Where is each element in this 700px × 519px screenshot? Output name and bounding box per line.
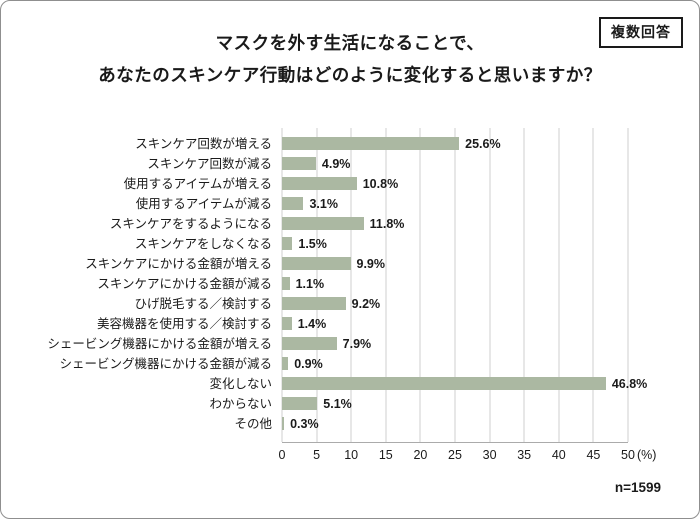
bar-row: 4.9% — [282, 154, 628, 174]
category-label: わからない — [209, 396, 272, 411]
bar-row: 25.6% — [282, 134, 628, 154]
bar — [282, 297, 346, 311]
gridline — [385, 127, 387, 442]
chart-title-line2: あなたのスキンケア行動はどのように変化すると思いますか？ — [98, 65, 602, 86]
value-label: 46.8% — [611, 376, 648, 391]
sample-size: n=1599 — [614, 479, 661, 495]
bar — [282, 317, 292, 331]
value-label: 7.9% — [342, 336, 372, 351]
bar-rows: 25.6% 4.9% 10.8% 3.1% 11.8% 1.5% 9.9% 1.1% 9.2% 1… — [282, 128, 647, 442]
plot-wrap: 25.6% 4.9% 10.8% 3.1% 11.8% 1.5% 9.9% 1.1% 9.2% 1… — [278, 127, 657, 466]
bar — [282, 377, 606, 391]
tick-label: 50 — [621, 447, 635, 462]
plot-area: 25.6% 4.9% 10.8% 3.1% 11.8% 1.5% 9.9% 1.1% 9.2% 1… — [281, 127, 647, 443]
bar — [282, 357, 289, 371]
category-label: シェービング機器にかける金額が減る — [59, 356, 272, 371]
category-label: スキンケア回数が増える — [135, 136, 272, 151]
multiple-answer-badge: 複数回答 — [599, 17, 683, 48]
bar — [282, 157, 316, 171]
tick-label: 40 — [551, 447, 566, 462]
bar-row: 11.8% — [282, 214, 628, 234]
bar-row: 1.5% — [282, 234, 628, 254]
bar — [282, 197, 304, 211]
value-label: 0.9% — [294, 356, 323, 371]
x-axis-ticks: (%) 0 5 10 15 20 25 30 35 40 45 50 — [278, 447, 657, 466]
bar-row: 1.1% — [282, 274, 628, 294]
gridline — [419, 127, 421, 442]
tick-label: 0 — [278, 447, 286, 462]
bar-chart: スキンケア回数が増えるスキンケア回数が減る使用するアイテムが増える使用するアイテ… — [15, 127, 699, 466]
bar-row: 9.2% — [282, 294, 628, 314]
category-label: スキンケア回数が減る — [147, 156, 272, 171]
gridline — [489, 127, 491, 442]
bar-row: 9.9% — [282, 254, 628, 274]
tick-label: 20 — [413, 447, 428, 462]
bar — [282, 257, 351, 271]
bar-row: 0.3% — [282, 414, 628, 434]
bar-row: 5.1% — [282, 394, 628, 414]
category-label: 変化しない — [209, 376, 272, 391]
value-label: 1.1% — [295, 276, 325, 291]
axis-unit-label: (%) — [637, 447, 657, 462]
value-label: 3.1% — [309, 196, 338, 211]
chart-title-line1: マスクを外す生活になることで、 — [215, 33, 485, 53]
value-label: 11.8% — [369, 216, 405, 231]
category-label: その他 — [234, 416, 272, 431]
bar-row: 0.9% — [282, 354, 628, 374]
bar — [282, 337, 337, 351]
category-label: 使用するアイテムが増える — [123, 176, 272, 191]
tick-label: 10 — [344, 447, 359, 462]
value-label: 9.2% — [351, 296, 381, 311]
value-label: 25.6% — [465, 136, 501, 151]
gridline — [627, 127, 629, 442]
bar — [282, 277, 290, 291]
value-label: 10.8% — [362, 176, 399, 191]
category-label: シェービング機器にかける金額が増える — [47, 336, 272, 351]
tick-label: 5 — [313, 447, 321, 462]
value-label: 4.9% — [321, 156, 351, 171]
bar — [282, 417, 285, 431]
value-label: 9.9% — [356, 256, 386, 271]
gridline — [316, 127, 318, 442]
gridline — [592, 127, 594, 442]
bar — [282, 217, 364, 231]
bar-row: 46.8% — [282, 374, 647, 394]
tick-label: 15 — [378, 447, 393, 462]
tick-label: 45 — [586, 447, 601, 462]
value-label: 1.4% — [297, 316, 327, 331]
bar-row: 10.8% — [282, 174, 628, 194]
value-label: 1.5% — [298, 236, 327, 251]
bar — [282, 137, 460, 151]
gridline — [523, 127, 525, 442]
category-label: 美容機器を使用する／検討する — [96, 316, 272, 331]
category-label: スキンケアにかける金額が増える — [85, 256, 272, 271]
tick-label: 30 — [482, 447, 497, 462]
chart-title: マスクを外す生活になることで、 あなたのスキンケア行動はどのように変化すると思い… — [1, 27, 699, 92]
category-label: スキンケアにかける金額が減る — [97, 276, 272, 291]
category-label: スキンケアをするようになる — [109, 216, 272, 231]
bar-row: 7.9% — [282, 334, 628, 354]
bar-row: 1.4% — [282, 314, 628, 334]
tick-label: 25 — [448, 447, 462, 462]
value-label: 5.1% — [323, 396, 352, 411]
bar — [282, 397, 318, 411]
gridline — [558, 127, 560, 442]
tick-label: 35 — [517, 447, 532, 462]
category-labels: スキンケア回数が増えるスキンケア回数が減る使用するアイテムが増える使用するアイテ… — [15, 128, 282, 466]
bar-row: 3.1% — [282, 194, 628, 214]
gridline — [454, 127, 456, 442]
value-label: 0.3% — [290, 416, 319, 431]
bar — [282, 177, 357, 191]
gridline — [350, 127, 352, 442]
category-label: スキンケアをしなくなる — [134, 236, 272, 251]
category-label: 使用するアイテムが減る — [135, 196, 272, 211]
category-label: ひげ脱毛する／検討する — [134, 296, 272, 311]
bar — [282, 237, 293, 251]
